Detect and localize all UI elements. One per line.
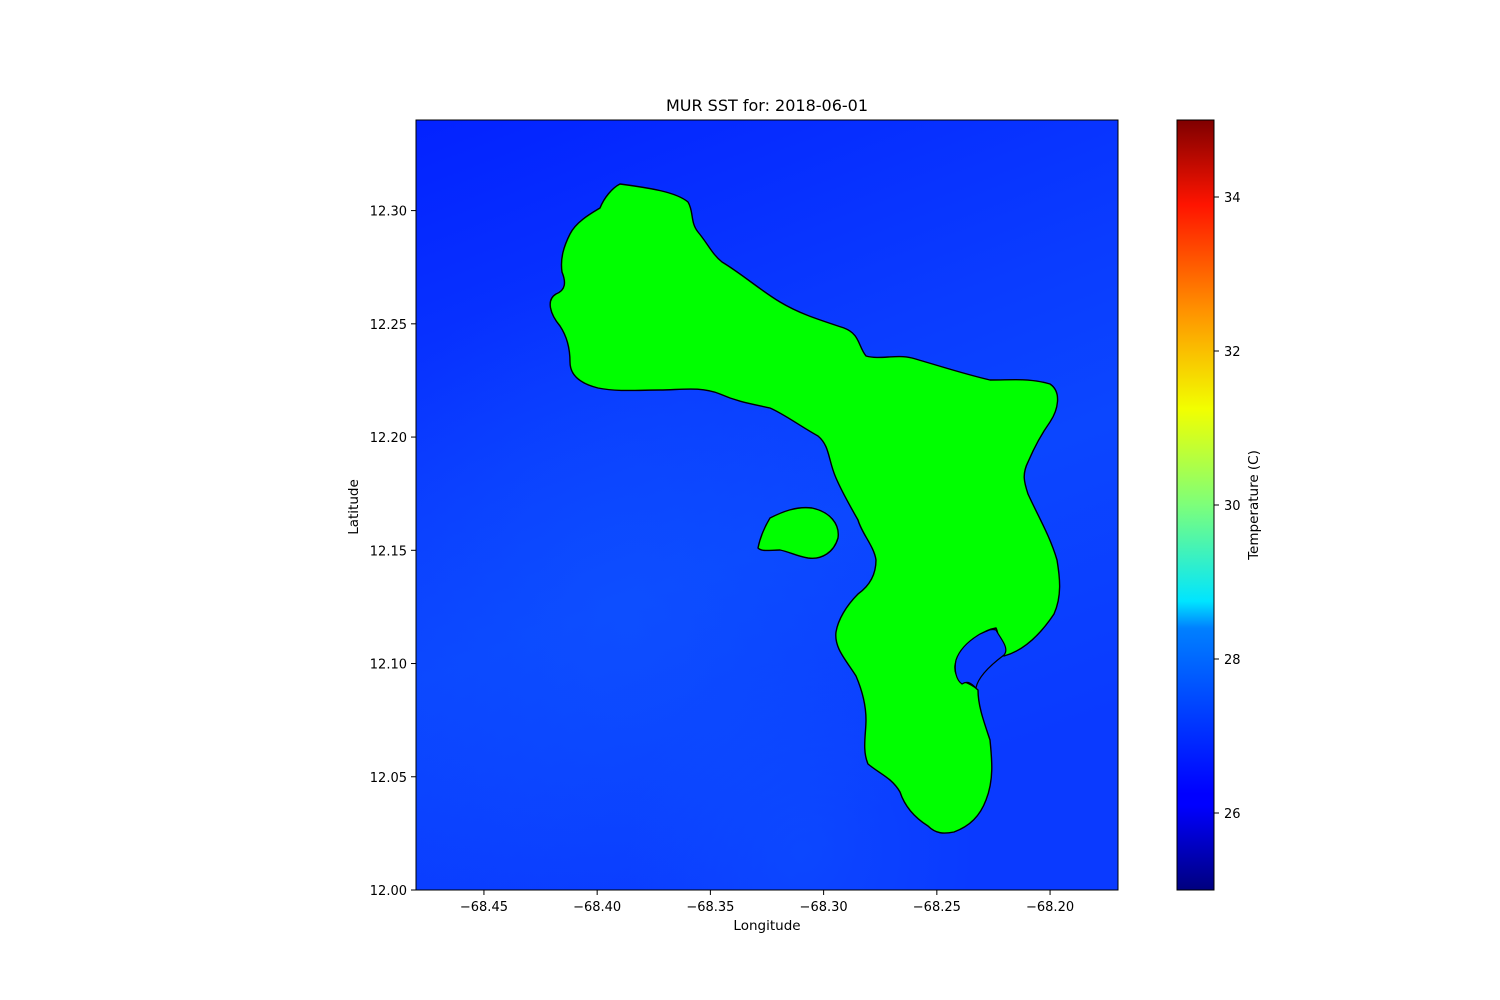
x-tick-label: −68.45 bbox=[460, 900, 508, 915]
colorbar-tick-label: 26 bbox=[1224, 807, 1241, 822]
y-axis-label: Latitude bbox=[346, 479, 362, 535]
y-tick-label: 12.15 bbox=[370, 544, 407, 559]
colorbar: 26 28 30 32 34 Temperature (C) bbox=[1176, 119, 1262, 891]
x-tick-label: −68.35 bbox=[686, 900, 734, 915]
x-tick-label: −68.25 bbox=[913, 900, 961, 915]
y-tick-label: 12.05 bbox=[370, 771, 407, 786]
map-frame bbox=[415, 119, 1119, 891]
x-tick-label: −68.40 bbox=[573, 900, 621, 915]
lac-bay bbox=[954, 628, 1007, 690]
bonaire-island bbox=[549, 183, 1061, 834]
map-title: MUR SST for: 2018-06-01 bbox=[666, 96, 868, 115]
colorbar-tick-label: 32 bbox=[1224, 345, 1241, 360]
klein-bonaire-island bbox=[757, 506, 839, 559]
y-tick-label: 12.20 bbox=[370, 431, 407, 446]
x-axis-label: Longitude bbox=[733, 918, 800, 934]
colorbar-label: Temperature (C) bbox=[1246, 450, 1262, 561]
colorbar-tick-label: 30 bbox=[1224, 499, 1241, 514]
colorbar-gradient bbox=[1177, 120, 1214, 890]
x-axis-ticks: −68.45 −68.40 −68.35 −68.30 −68.25 −68.20 bbox=[460, 890, 1074, 915]
colorbar-tick-label: 34 bbox=[1224, 191, 1241, 206]
y-axis-ticks: 12.00 12.05 12.10 12.15 12.20 12.25 12.30 bbox=[370, 205, 416, 899]
y-tick-label: 12.30 bbox=[370, 205, 407, 220]
colorbar-ticks: 26 28 30 32 34 bbox=[1214, 191, 1241, 822]
y-tick-label: 12.25 bbox=[370, 318, 407, 333]
x-tick-label: −68.30 bbox=[800, 900, 848, 915]
x-tick-label: −68.20 bbox=[1026, 900, 1074, 915]
y-tick-label: 12.10 bbox=[370, 658, 407, 673]
y-tick-label: 12.00 bbox=[370, 884, 407, 899]
colorbar-tick-label: 28 bbox=[1224, 653, 1241, 668]
map-panel bbox=[415, 119, 1119, 891]
